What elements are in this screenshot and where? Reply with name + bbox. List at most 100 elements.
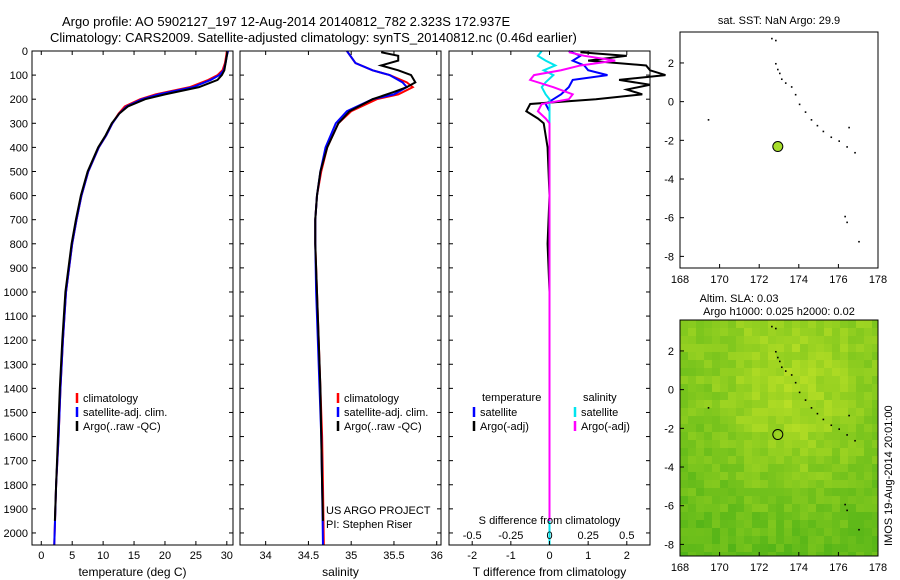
sla-cell <box>784 408 792 416</box>
sla-cell <box>816 320 824 328</box>
sla-cell <box>736 432 744 440</box>
sla-cell <box>840 368 848 376</box>
sla-cell <box>856 336 864 344</box>
sla-cell <box>752 504 760 512</box>
x-tick-label: 170 <box>710 562 728 574</box>
top-axis-label: S difference from climatology <box>479 515 621 527</box>
sla-cell <box>688 360 696 368</box>
sla-cell <box>680 376 688 384</box>
sla-cell <box>680 504 688 512</box>
sla-cell <box>704 424 712 432</box>
sla-cell <box>832 344 840 352</box>
sla-cell <box>768 552 776 556</box>
y-tick-label: 1100 <box>4 311 28 323</box>
sla-cell <box>792 344 800 352</box>
sla-cell <box>824 424 832 432</box>
sla-cell <box>864 328 872 336</box>
sla-cell <box>864 432 872 440</box>
sla-cell <box>792 408 800 416</box>
sla-cell <box>744 480 752 488</box>
sla-cell <box>728 472 736 480</box>
sla-cell <box>816 488 824 496</box>
sla-cell <box>688 488 696 496</box>
sla-cell <box>680 552 688 556</box>
y-tick-label: 1300 <box>4 359 28 371</box>
sla-cell <box>680 456 688 464</box>
y-tick-label: 100 <box>10 70 28 82</box>
sla-cell <box>792 456 800 464</box>
sla-cell <box>800 432 808 440</box>
sla-cell <box>744 432 752 440</box>
sla-cell <box>808 440 816 448</box>
sla-cell <box>864 512 872 520</box>
sla-cell <box>728 520 736 528</box>
sla-cell <box>784 536 792 544</box>
sla-cell <box>832 504 840 512</box>
sla-cell <box>712 456 720 464</box>
sla-cell <box>832 520 840 528</box>
sla-cell <box>768 480 776 488</box>
sla-cell <box>840 496 848 504</box>
sla-cell <box>808 376 816 384</box>
sla-cell <box>696 536 704 544</box>
sla-cell <box>784 336 792 344</box>
sla-cell <box>840 352 848 360</box>
island-point <box>777 356 779 359</box>
sla-cell <box>680 488 688 496</box>
sla-cell <box>736 336 744 344</box>
sla-cell <box>872 512 878 520</box>
island-point <box>810 119 813 121</box>
y-tick-label: 1900 <box>4 504 28 516</box>
sla-cell <box>792 552 800 556</box>
sla-cell <box>816 360 824 368</box>
sla-cell <box>792 448 800 456</box>
legend-heading: salinity <box>583 392 617 404</box>
map-title: Argo h1000: 0.025 h2000: 0.02 <box>703 306 855 318</box>
sla-cell <box>720 320 728 328</box>
top-tick-label: 0.25 <box>577 530 598 542</box>
sla-cell <box>800 352 808 360</box>
sla-cell <box>792 352 800 360</box>
sla-cell <box>840 392 848 400</box>
sla-cell <box>800 384 808 392</box>
island-point <box>838 428 840 430</box>
sla-cell <box>872 488 878 496</box>
sla-cell <box>712 328 720 336</box>
plot-frame <box>239 50 442 546</box>
sla-cell <box>688 504 696 512</box>
island-point <box>798 391 801 394</box>
sla-cell <box>688 424 696 432</box>
x-tick-label: 174 <box>790 562 808 574</box>
sla-cell <box>752 336 760 344</box>
sla-cell <box>704 472 712 480</box>
legend-label: Argo(..raw -QC) <box>83 421 161 433</box>
sla-cell <box>832 360 840 368</box>
sla-cell <box>712 336 720 344</box>
sla-cell <box>688 448 696 456</box>
sla-cell <box>760 336 768 344</box>
sla-cell <box>872 320 878 328</box>
temperature-panel: 0 5 10 15 20 25 30 temperature (deg C) 0 100 200 30… <box>4 46 234 579</box>
sla-cell <box>816 552 824 556</box>
sla-cell <box>864 496 872 504</box>
y-tick-label: 800 <box>10 239 28 251</box>
sla-cell <box>856 352 864 360</box>
sla-cell <box>824 432 832 440</box>
sla-cell <box>856 360 864 368</box>
y-tick-label: -8 <box>664 251 674 263</box>
sla-cell <box>832 376 840 384</box>
sla-cell <box>696 376 704 384</box>
sla-cell <box>696 544 704 552</box>
sla-cell <box>680 416 688 424</box>
sla-cell <box>768 352 776 360</box>
sla-cell <box>808 504 816 512</box>
x-tick-label: 172 <box>750 562 768 574</box>
sla-cell <box>848 416 856 424</box>
sla-cell <box>816 368 824 376</box>
sla-cell <box>680 408 688 416</box>
sla-cell <box>808 552 816 556</box>
sla-cell <box>752 368 760 376</box>
sla-cell <box>744 544 752 552</box>
sla-cell <box>736 320 744 328</box>
sla-cell <box>736 536 744 544</box>
